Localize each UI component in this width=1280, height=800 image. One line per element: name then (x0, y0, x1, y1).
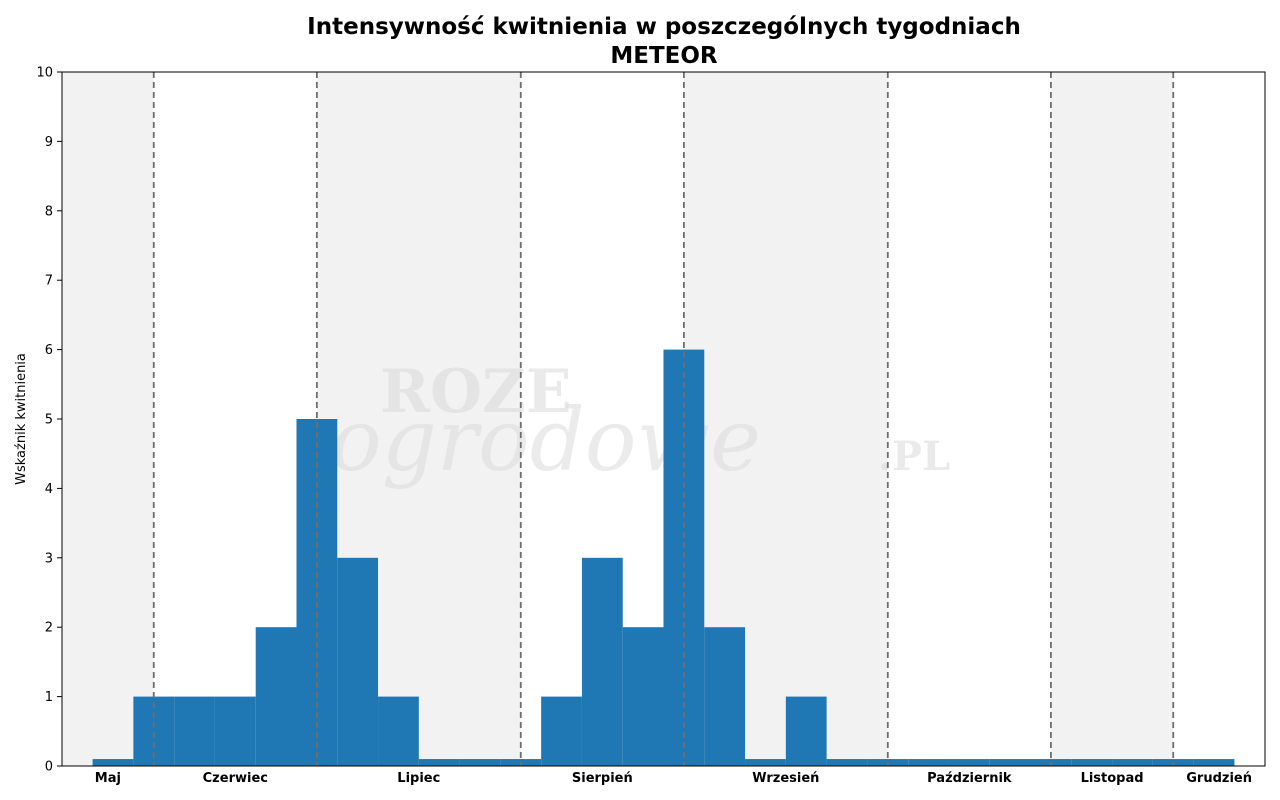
month-label-3: Sierpień (572, 771, 633, 786)
bar-16 (704, 627, 746, 766)
y-axis-label: Wskaźnik kwitnienia (14, 353, 29, 485)
y-tick-label-0: 0 (45, 760, 53, 775)
y-tick-label-6: 6 (45, 343, 53, 358)
bar-5 (255, 627, 297, 766)
bar-series (92, 349, 1235, 766)
y-axis-ticks: 0 1 2 3 4 5 6 7 8 9 10 (36, 66, 62, 775)
watermark-line-3: .PL (878, 433, 950, 480)
watermark-line-1: ROZE (380, 357, 572, 427)
bar-10 (459, 759, 501, 766)
bar-25 (1071, 759, 1113, 766)
month-band-0 (62, 72, 154, 766)
y-tick-label-5: 5 (45, 413, 53, 428)
month-label-5: Październik (927, 771, 1012, 786)
y-tick-label-1: 1 (45, 690, 53, 705)
bar-7 (337, 557, 379, 766)
bar-19 (826, 759, 868, 766)
month-label-4: Wrzesień (752, 771, 819, 786)
month-label-0: Maj (95, 771, 121, 786)
bar-3 (174, 696, 215, 766)
y-tick-label-9: 9 (45, 135, 53, 150)
bar-18 (785, 696, 827, 766)
bar-21 (908, 759, 949, 766)
month-band-6 (1050, 72, 1174, 766)
bar-9 (418, 759, 460, 766)
bar-8 (378, 696, 419, 766)
bar-26 (1112, 759, 1153, 766)
month-label-7: Grudzień (1186, 771, 1252, 786)
y-tick-label-2: 2 (45, 621, 53, 636)
x-axis-month-labels: Maj Czerwiec Lipiec Sierpień Wrzesień Paździe… (95, 771, 1252, 786)
bar-13 (581, 557, 623, 766)
y-tick-label-3: 3 (45, 551, 53, 566)
bar-14 (622, 627, 664, 766)
month-label-1: Czerwiec (203, 771, 268, 786)
bar-23 (989, 759, 1031, 766)
chart-subtitle: METEOR (610, 43, 718, 69)
bar-12 (541, 696, 582, 766)
y-tick-label-10: 10 (36, 66, 53, 81)
bar-1 (92, 759, 134, 766)
month-label-2: Lipiec (397, 771, 440, 786)
bar-22 (948, 759, 990, 766)
month-bands (62, 72, 1174, 766)
month-boundaries (152, 72, 1175, 766)
bar-28 (1193, 759, 1235, 766)
y-tick-label-4: 4 (45, 482, 53, 497)
chart-title: Intensywność kwitnienia w poszczególnych… (307, 14, 1021, 40)
month-label-6: Listopad (1081, 771, 1144, 786)
y-tick-label-7: 7 (45, 274, 53, 289)
bar-17 (745, 759, 786, 766)
y-tick-label-8: 8 (45, 204, 53, 219)
bar-4 (214, 696, 256, 766)
